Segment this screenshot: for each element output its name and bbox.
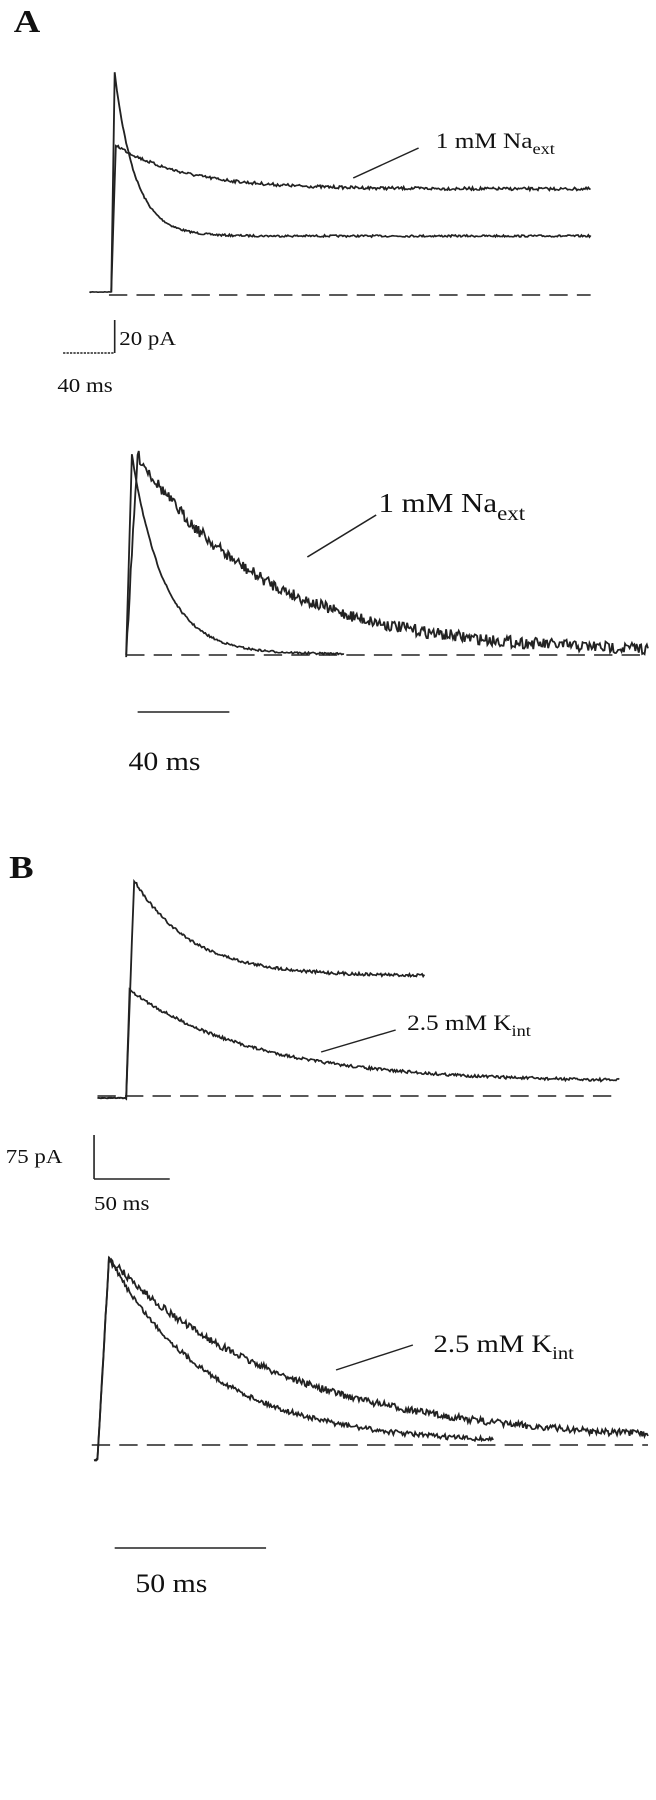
- current-trace: [97, 987, 620, 1101]
- pointer: [352, 147, 419, 179]
- scale-label: 75 pA: [6, 1145, 63, 1167]
- current-trace: [125, 454, 345, 656]
- current-trace: [125, 450, 649, 658]
- current-trace: [110, 144, 591, 293]
- current-trace: [97, 878, 426, 1101]
- annotation: 2.5 mM Kint: [407, 1011, 531, 1039]
- current-trace: [93, 1256, 649, 1462]
- annotation: 2.5 mM Kint: [434, 1330, 575, 1364]
- pointer: [306, 514, 377, 558]
- panel-label: B: [9, 850, 33, 885]
- pointer: [335, 1344, 414, 1371]
- scale-label: 50 ms: [135, 1570, 207, 1599]
- panel-label: A: [14, 4, 41, 39]
- scale-label: 40 ms: [128, 748, 200, 777]
- annotation: 1 mM Naext: [436, 129, 555, 157]
- current-trace: [88, 72, 592, 294]
- pointer: [320, 1029, 396, 1053]
- scale-label: 40 ms: [57, 374, 112, 396]
- scale-label: 50 ms: [94, 1192, 149, 1214]
- scale-label: 20 pA: [119, 327, 176, 349]
- current-trace: [93, 1255, 494, 1462]
- annotation: 1 mM Naext: [378, 489, 525, 525]
